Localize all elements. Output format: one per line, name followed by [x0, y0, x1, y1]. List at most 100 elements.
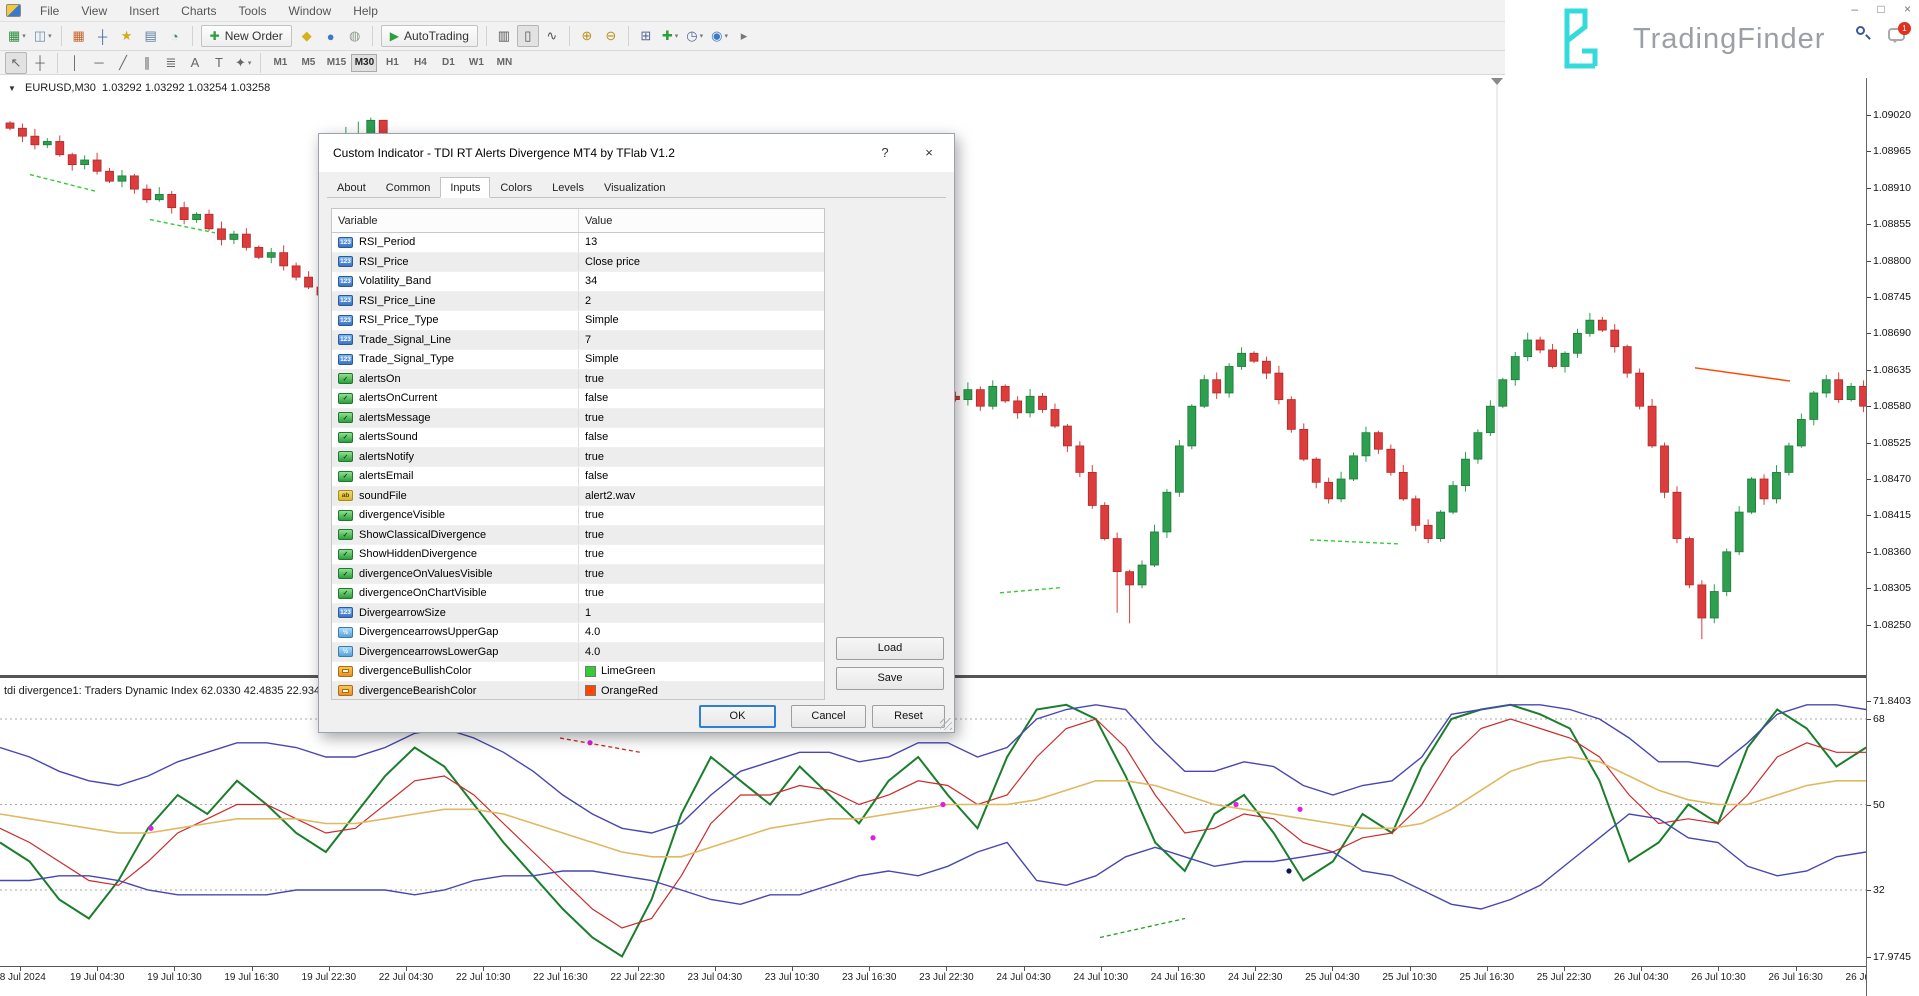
line-chart-button[interactable]: ∿	[541, 25, 563, 47]
indicators-button[interactable]: ✚▾	[659, 25, 681, 47]
tab-colors[interactable]: Colors	[490, 177, 542, 198]
search-icon[interactable]	[1856, 26, 1865, 35]
zoom-in-button[interactable]: ⊕	[576, 25, 598, 47]
tab-inputs[interactable]: Inputs	[440, 177, 490, 198]
timeframe-h1[interactable]: H1	[379, 54, 405, 72]
timeframe-mn[interactable]: MN	[491, 54, 517, 72]
profiles-button[interactable]: ◫▾	[31, 25, 55, 47]
candle-chart-button[interactable]: ▯	[517, 25, 539, 47]
timeframe-w1[interactable]: W1	[463, 54, 489, 72]
param-value-cell[interactable]: 13	[579, 233, 824, 252]
menu-window[interactable]: Window	[278, 2, 343, 20]
tab-visualization[interactable]: Visualization	[594, 177, 676, 198]
menu-file[interactable]: File	[29, 2, 70, 20]
close-window-button[interactable]: ×	[1904, 2, 1911, 16]
autotrading-button[interactable]: ▶AutoTrading	[381, 25, 478, 47]
param-value-cell[interactable]: false	[579, 428, 824, 447]
param-value-cell[interactable]: true	[579, 448, 824, 467]
param-row-DivergencearrowsLowerGap[interactable]: ½DivergencearrowsLowerGap4.0	[332, 643, 824, 663]
navigator-button[interactable]: ★	[116, 25, 138, 47]
param-value-cell[interactable]: 4.0	[579, 643, 824, 662]
menu-charts[interactable]: Charts	[170, 2, 227, 20]
ok-button[interactable]: OK	[699, 705, 776, 728]
param-value-cell[interactable]: false	[579, 467, 824, 486]
symbol-ohlc-label[interactable]: ▼ EURUSD,M30 1.03292 1.03292 1.03254 1.0…	[8, 82, 270, 94]
param-row-Trade_Signal_Type[interactable]: 123Trade_Signal_TypeSimple	[332, 350, 824, 370]
param-value-cell[interactable]: Simple	[579, 350, 824, 369]
timeframe-d1[interactable]: D1	[435, 54, 461, 72]
param-row-Trade_Signal_Line[interactable]: 123Trade_Signal_Line7	[332, 331, 824, 351]
timeframe-m30[interactable]: M30	[351, 54, 377, 72]
param-value-cell[interactable]: Simple	[579, 311, 824, 330]
market-watch-button[interactable]: ▦	[68, 25, 90, 47]
param-row-RSI_Period[interactable]: 123RSI_Period13	[332, 233, 824, 253]
new-order-button[interactable]: ✚New Order	[201, 25, 292, 47]
param-row-soundFile[interactable]: absoundFilealert2.wav	[332, 487, 824, 507]
templates-button[interactable]: ◉▾	[708, 25, 731, 47]
experts-button[interactable]: ●	[320, 25, 342, 47]
param-value-cell[interactable]: 2	[579, 292, 824, 311]
param-row-ShowClassicalDivergence[interactable]: ✓ShowClassicalDivergencetrue	[332, 526, 824, 546]
vertical-line-button[interactable]: │	[64, 52, 86, 74]
chat-icon[interactable]: 1	[1888, 28, 1905, 41]
param-value-cell[interactable]: true	[579, 409, 824, 428]
param-row-DivergencearrowsUpperGap[interactable]: ½DivergencearrowsUpperGap4.0	[332, 623, 824, 643]
text-label-button[interactable]: T	[208, 52, 230, 74]
param-value-cell[interactable]: true	[579, 584, 824, 603]
menu-help[interactable]: Help	[342, 2, 389, 20]
param-value-cell[interactable]: true	[579, 526, 824, 545]
timeframe-m15[interactable]: M15	[323, 54, 349, 72]
price-axis[interactable]: 1.090201.089651.089101.088551.088001.087…	[1866, 75, 1919, 996]
param-row-Volatility_Band[interactable]: 123Volatility_Band34	[332, 272, 824, 292]
param-value-cell[interactable]: Close price	[579, 253, 824, 272]
param-value-cell[interactable]: OrangeRed	[579, 682, 824, 701]
param-value-cell[interactable]: LimeGreen	[579, 662, 824, 681]
crosshair-button[interactable]: ┼	[29, 52, 51, 74]
param-value-cell[interactable]: true	[579, 370, 824, 389]
param-value-cell[interactable]: 34	[579, 272, 824, 291]
restore-button[interactable]: □	[1877, 2, 1884, 16]
terminal-button[interactable]: ▤	[140, 25, 162, 47]
tab-about[interactable]: About	[327, 177, 376, 198]
param-row-DivergearrowSize[interactable]: 123DivergearrowSize1	[332, 604, 824, 624]
param-row-divergenceOnChartVisible[interactable]: ✓divergenceOnChartVisibletrue	[332, 584, 824, 604]
param-row-alertsEmail[interactable]: ✓alertsEmailfalse	[332, 467, 824, 487]
tab-levels[interactable]: Levels	[542, 177, 594, 198]
cursor-button[interactable]: ↖	[5, 52, 27, 74]
param-value-cell[interactable]: true	[579, 545, 824, 564]
param-row-RSI_Price_Type[interactable]: 123RSI_Price_TypeSimple	[332, 311, 824, 331]
timeframe-m1[interactable]: M1	[267, 54, 293, 72]
load-button[interactable]: Load	[836, 637, 944, 660]
param-value-cell[interactable]: 7	[579, 331, 824, 350]
data-window-button[interactable]: ┼	[92, 25, 114, 47]
fibonacci-button[interactable]: ≣	[160, 52, 182, 74]
close-dialog-button[interactable]: ×	[912, 134, 946, 172]
dialog-title-bar[interactable]: Custom Indicator - TDI RT Alerts Diverge…	[319, 134, 954, 172]
arrows-button[interactable]: ✦▾	[232, 52, 254, 74]
horizontal-line-button[interactable]: ─	[88, 52, 110, 74]
zoom-out-button[interactable]: ⊖	[600, 25, 622, 47]
param-value-cell[interactable]: false	[579, 389, 824, 408]
new-chart-button[interactable]: ▦▾	[5, 25, 29, 47]
param-row-ShowHiddenDivergence[interactable]: ✓ShowHiddenDivergencetrue	[332, 545, 824, 565]
param-row-RSI_Price_Line[interactable]: 123RSI_Price_Line2	[332, 292, 824, 312]
param-value-cell[interactable]: alert2.wav	[579, 487, 824, 506]
param-row-alertsOn[interactable]: ✓alertsOntrue	[332, 370, 824, 390]
param-row-RSI_Price[interactable]: 123RSI_PriceClose price	[332, 253, 824, 273]
tab-common[interactable]: Common	[376, 177, 441, 198]
param-row-alertsMessage[interactable]: ✓alertsMessagetrue	[332, 409, 824, 429]
param-value-cell[interactable]: 1	[579, 604, 824, 623]
param-row-divergenceBearishColor[interactable]: divergenceBearishColorOrangeRed	[332, 682, 824, 701]
strategy-tester-button[interactable]: ◔	[164, 25, 186, 47]
timeframe-m5[interactable]: M5	[295, 54, 321, 72]
minimize-button[interactable]: –	[1851, 2, 1858, 16]
metaeditor-button[interactable]: ◆	[296, 25, 318, 47]
trendline-button[interactable]: ╱	[112, 52, 134, 74]
bar-chart-button[interactable]: ▥	[493, 25, 515, 47]
param-row-alertsNotify[interactable]: ✓alertsNotifytrue	[332, 448, 824, 468]
news-button[interactable]: ◍	[344, 25, 366, 47]
menu-tools[interactable]: Tools	[228, 2, 278, 20]
param-value-cell[interactable]: true	[579, 565, 824, 584]
help-button[interactable]: ?	[868, 134, 902, 172]
text-button[interactable]: A	[184, 52, 206, 74]
